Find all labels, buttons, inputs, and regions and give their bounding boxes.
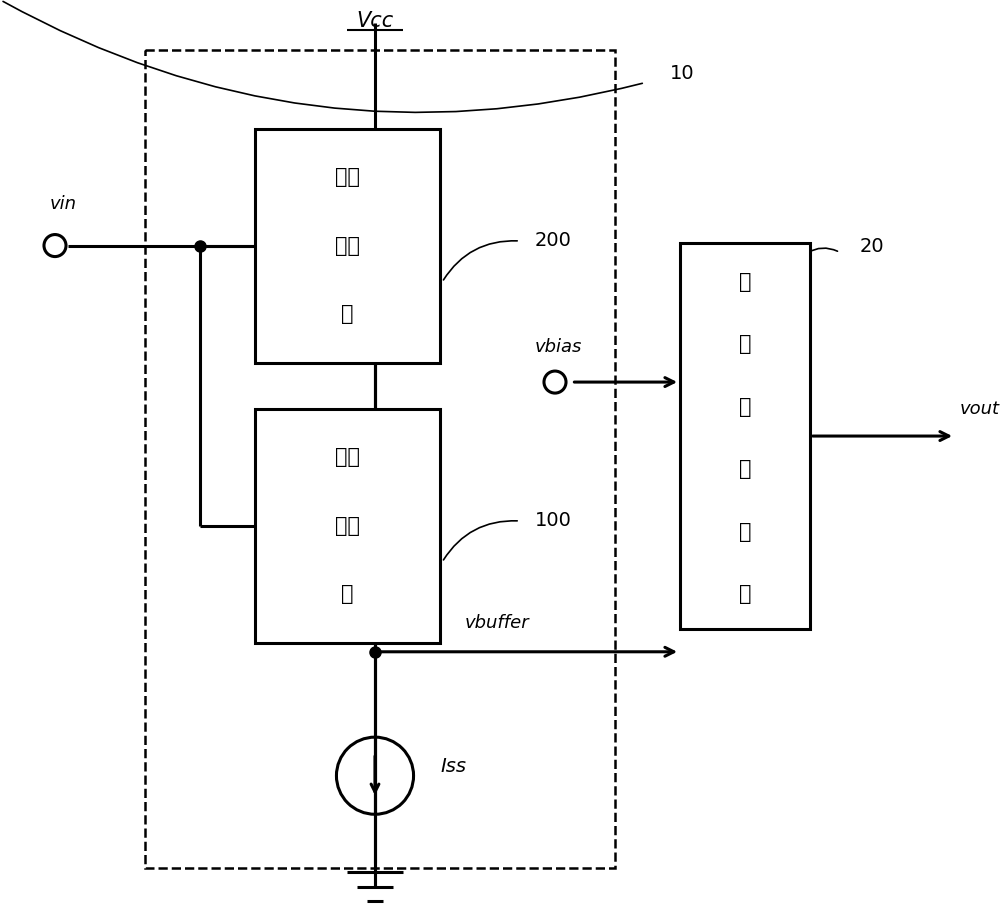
- Text: 200: 200: [535, 231, 572, 251]
- Text: 主源: 主源: [335, 447, 360, 466]
- Text: 益: 益: [739, 334, 751, 354]
- Bar: [680, 243, 810, 629]
- Text: Iss: Iss: [440, 757, 466, 776]
- Text: 增: 增: [739, 272, 751, 292]
- Text: 20: 20: [860, 237, 885, 255]
- Text: 跟随: 跟随: [335, 516, 360, 535]
- Text: vin: vin: [50, 196, 77, 213]
- Bar: [255, 409, 440, 643]
- Bar: [145, 50, 615, 868]
- Text: 10: 10: [670, 64, 695, 83]
- Text: vout: vout: [960, 399, 1000, 418]
- Text: 器: 器: [341, 585, 354, 604]
- Text: 元: 元: [739, 584, 751, 604]
- Text: vbias: vbias: [535, 339, 582, 356]
- Text: 大: 大: [739, 459, 751, 479]
- Text: 器: 器: [341, 305, 354, 324]
- Text: 单: 单: [739, 521, 751, 542]
- Text: vbuffer: vbuffer: [465, 613, 530, 632]
- Text: Vcc: Vcc: [356, 11, 394, 31]
- Text: 放: 放: [739, 397, 751, 417]
- Bar: [255, 129, 440, 363]
- Text: 100: 100: [535, 511, 572, 531]
- Text: 辅源: 辅源: [335, 167, 360, 186]
- Text: 跟随: 跟随: [335, 236, 360, 255]
